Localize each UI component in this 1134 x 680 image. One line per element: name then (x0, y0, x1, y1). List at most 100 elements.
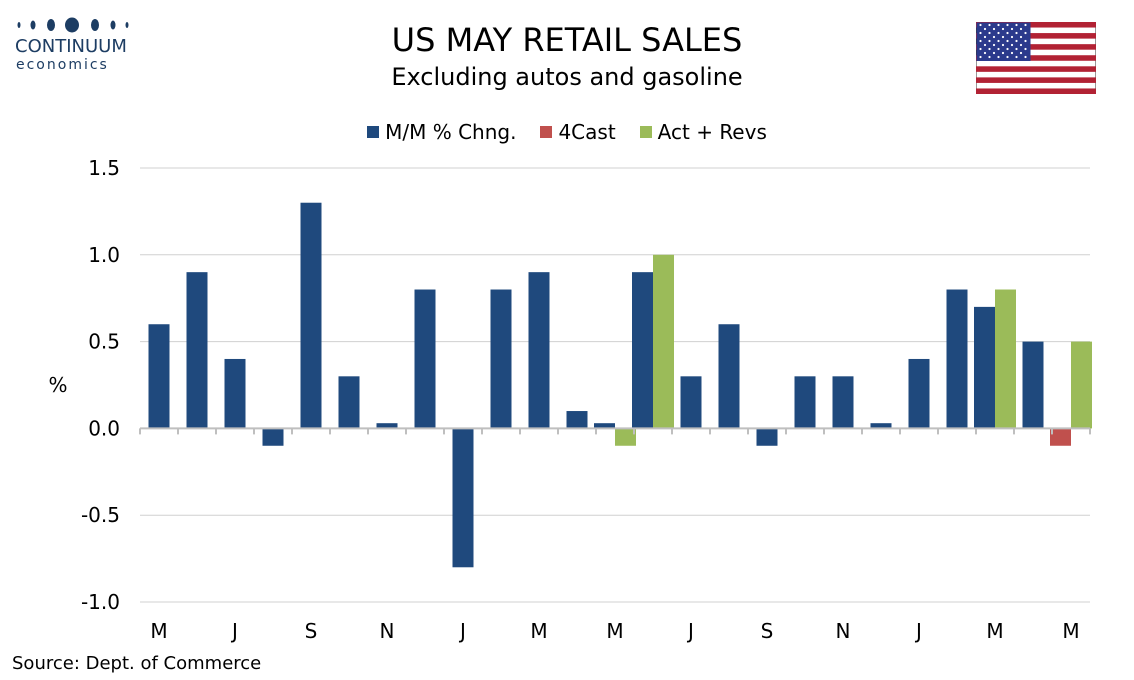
flag-stripe (976, 66, 1096, 72)
grid-lines (140, 167, 1090, 603)
flag-star (1006, 39, 1009, 43)
x-tick-label: M (530, 619, 547, 643)
us-flag-icon (976, 22, 1096, 94)
x-tick-label: J (686, 619, 694, 643)
flag-star (1010, 51, 1014, 55)
flag-stripe (976, 22, 1096, 28)
flag-star (1006, 55, 1009, 59)
flag-star (992, 51, 996, 55)
y-axis-label: % (48, 373, 67, 397)
flag-star (988, 31, 991, 35)
bar-mm (680, 376, 702, 429)
flag-stripe (976, 55, 1096, 61)
flag-star (1010, 27, 1014, 31)
flag-star (983, 51, 987, 55)
brand-name: CONTINUUM (15, 36, 127, 57)
bar-act-revs (1071, 341, 1092, 429)
chart-subtitle: Excluding autos and gasoline (391, 63, 743, 91)
flag-star (1024, 55, 1027, 59)
flag-stripe (976, 44, 1096, 50)
flag-star (1001, 27, 1005, 31)
flag-star (983, 35, 987, 39)
flag-star (1024, 31, 1027, 35)
flag-star (1015, 23, 1018, 27)
flag-star (997, 55, 1000, 59)
flag-stripe (976, 33, 1096, 39)
x-tick-label: M (150, 619, 167, 643)
bar-mm (566, 411, 588, 429)
logo-dots-icon (17, 17, 129, 33)
flag-star (997, 47, 1000, 51)
brand-subname: economics (16, 57, 109, 73)
flag-star (1006, 31, 1009, 35)
x-tick-label: S (305, 619, 318, 643)
bar-mm (870, 423, 892, 429)
flag-star (1010, 35, 1014, 39)
bar-mm (908, 358, 930, 429)
bar-mm (832, 376, 854, 429)
flag-star (1024, 47, 1027, 51)
flag-star (983, 27, 987, 31)
flag-star (979, 31, 982, 35)
flag-star (992, 35, 996, 39)
x-axis (139, 427, 1091, 435)
bar-act-revs (995, 289, 1016, 429)
x-tick-label: S (761, 619, 774, 643)
bar-mm (300, 202, 322, 429)
x-tick-label: N (380, 619, 395, 643)
legend-swatch-mm (367, 126, 380, 138)
bar-mm (148, 324, 170, 429)
legend-swatch-act-revs (639, 126, 652, 138)
flag-star (983, 43, 987, 47)
bar-act-revs (653, 254, 674, 429)
bar-mm (338, 376, 360, 429)
x-tick-label: J (230, 619, 238, 643)
flag-star (988, 47, 991, 51)
y-tick-labels: 1.5 1.0 0.5 0.0 -0.5 -1.0 (81, 156, 120, 614)
x-tick-label: N (836, 619, 851, 643)
flag-star (997, 39, 1000, 43)
flag-star (1006, 23, 1009, 27)
legend-label-4cast: 4Cast (558, 120, 616, 144)
bar-mm (756, 428, 778, 446)
flag-star (997, 31, 1000, 35)
flag-star (1019, 51, 1023, 55)
bar-mm (974, 306, 995, 429)
legend-label-mm: M/M % Chng. (385, 120, 517, 144)
flag-star (1019, 35, 1023, 39)
bar-mm (632, 272, 653, 429)
x-tick-label: J (914, 619, 922, 643)
flag-star (1015, 55, 1018, 59)
x-tick-label: M (606, 619, 623, 643)
bar-4cast (1050, 428, 1071, 446)
bars (148, 202, 1092, 568)
flag-star (988, 55, 991, 59)
flag-star (1024, 23, 1027, 27)
flag-star (992, 27, 996, 31)
legend-swatch-4cast (540, 126, 553, 138)
flag-star (988, 39, 991, 43)
bar-mm (528, 272, 550, 429)
flag-star (1019, 43, 1023, 47)
y-tick-label: 0.0 (88, 416, 120, 440)
flag-star (979, 23, 982, 27)
legend-label-act-revs: Act + Revs (657, 120, 767, 144)
flag-star (1019, 27, 1023, 31)
legend-item-mm: M/M % Chng. (367, 120, 516, 144)
flag-star (1015, 39, 1018, 43)
bar-mm (376, 423, 398, 429)
legend-item-act-revs: Act + Revs (639, 120, 767, 144)
flag-star (1015, 31, 1018, 35)
chart-title: US MAY RETAIL SALES (391, 21, 743, 59)
flag-star (997, 23, 1000, 27)
flag-star (979, 55, 982, 59)
flag-star (1001, 51, 1005, 55)
bar-mm (186, 272, 208, 429)
bar-mm (414, 289, 436, 429)
flag-stripe (976, 88, 1096, 94)
bar-mm (946, 289, 968, 429)
y-tick-label: 1.5 (88, 156, 120, 180)
legend-item-4cast: 4Cast (540, 120, 616, 144)
